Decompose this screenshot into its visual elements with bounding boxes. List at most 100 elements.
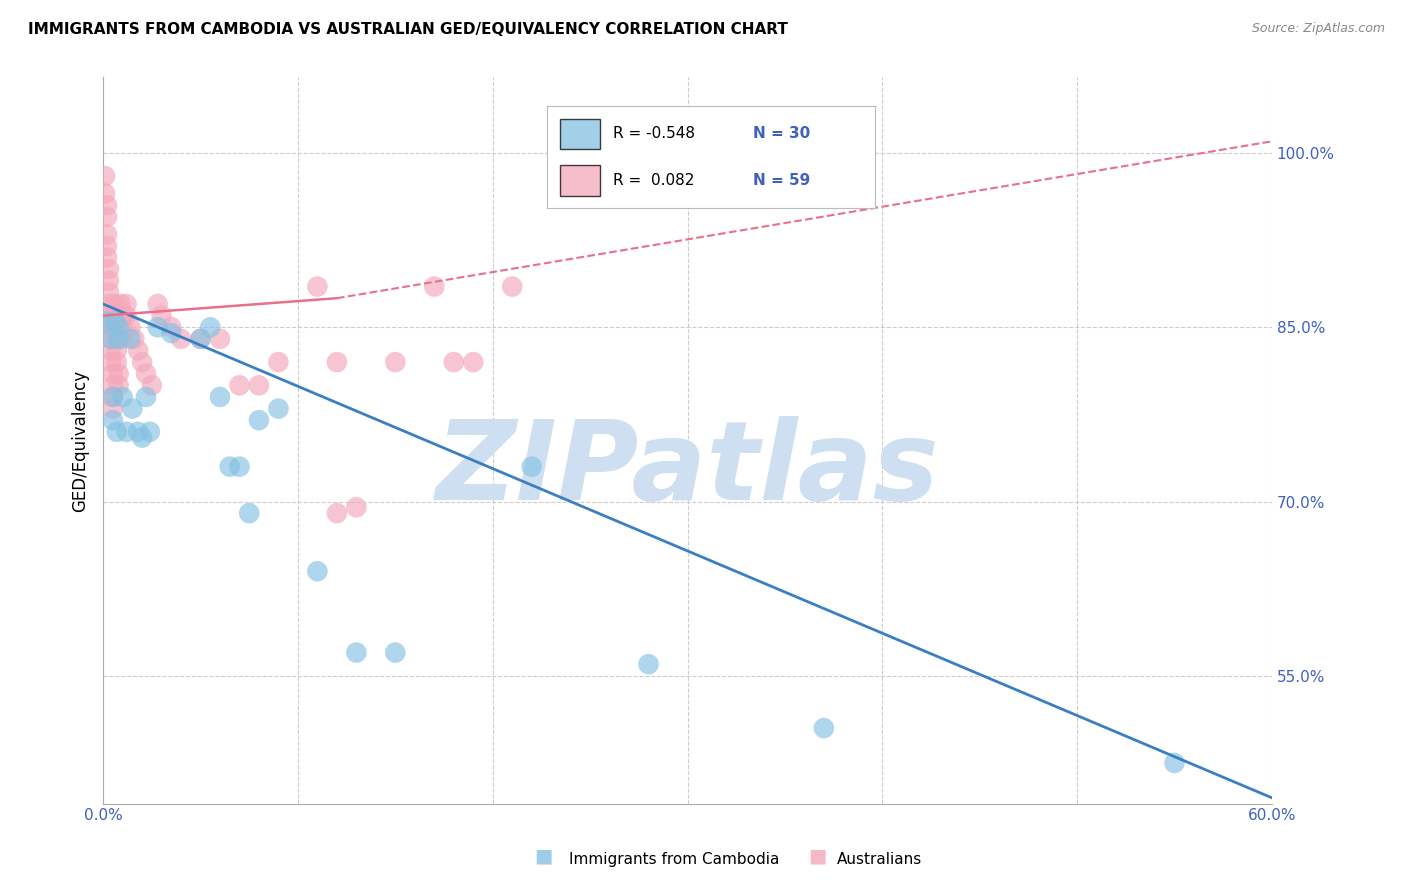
Point: [94, 169, 117, 184]
Point: [121, 401, 143, 416]
Point: [104, 309, 127, 323]
Point: [94, 186, 117, 201]
Point: [208, 390, 231, 404]
Point: [267, 355, 290, 369]
Point: [120, 320, 142, 334]
Point: [170, 332, 193, 346]
Point: [520, 459, 543, 474]
Point: [135, 367, 157, 381]
Point: [228, 378, 250, 392]
Point: [120, 332, 142, 346]
Point: [96, 251, 118, 265]
Point: [104, 314, 127, 328]
Point: [111, 309, 134, 323]
Point: [463, 355, 485, 369]
Point: [150, 309, 173, 323]
Point: [307, 564, 329, 578]
Point: [101, 401, 124, 416]
Point: [115, 297, 138, 311]
Point: [160, 326, 183, 340]
Point: [105, 355, 128, 369]
Point: [105, 425, 128, 439]
Point: [98, 297, 121, 311]
Point: [131, 431, 153, 445]
Point: [111, 320, 134, 334]
Point: [501, 279, 523, 293]
Point: [110, 297, 132, 311]
Text: ■: ■: [534, 847, 553, 865]
Point: [326, 355, 349, 369]
Point: [104, 297, 127, 311]
Point: [105, 343, 128, 358]
Point: [104, 320, 127, 334]
Point: [344, 500, 367, 515]
Point: [100, 332, 122, 346]
Point: [344, 646, 367, 660]
Point: [107, 320, 129, 334]
Text: ■: ■: [808, 847, 827, 865]
Point: [267, 401, 290, 416]
Point: [676, 134, 699, 148]
Point: [146, 320, 169, 334]
Point: [127, 343, 149, 358]
Text: Australians: Australians: [837, 852, 922, 867]
Point: [1163, 756, 1185, 770]
Point: [326, 506, 349, 520]
Point: [94, 314, 117, 328]
Point: [131, 355, 153, 369]
Point: [228, 459, 250, 474]
Point: [100, 332, 122, 346]
Point: [96, 210, 118, 224]
Point: [96, 227, 118, 242]
Text: Immigrants from Cambodia: Immigrants from Cambodia: [569, 852, 780, 867]
Point: [190, 332, 212, 346]
Point: [111, 332, 134, 346]
Point: [100, 320, 122, 334]
Point: [141, 378, 163, 392]
Point: [115, 425, 138, 439]
Point: [127, 425, 149, 439]
Point: [200, 320, 222, 334]
Point: [98, 309, 121, 323]
Point: [139, 425, 162, 439]
Point: [190, 332, 212, 346]
Point: [247, 378, 270, 392]
Point: [111, 390, 134, 404]
Point: [637, 657, 659, 672]
Text: Source: ZipAtlas.com: Source: ZipAtlas.com: [1251, 22, 1385, 36]
Point: [101, 378, 124, 392]
Point: [146, 297, 169, 311]
Point: [105, 332, 128, 346]
Point: [813, 721, 835, 735]
Point: [115, 309, 138, 323]
Point: [160, 320, 183, 334]
Point: [384, 355, 406, 369]
Point: [100, 343, 122, 358]
Text: ZIPatlas: ZIPatlas: [436, 416, 939, 523]
Point: [247, 413, 270, 427]
Point: [96, 239, 118, 253]
Point: [107, 332, 129, 346]
Point: [98, 274, 121, 288]
Text: IMMIGRANTS FROM CAMBODIA VS AUSTRALIAN GED/EQUIVALENCY CORRELATION CHART: IMMIGRANTS FROM CAMBODIA VS AUSTRALIAN G…: [28, 22, 787, 37]
Point: [384, 646, 406, 660]
Point: [135, 390, 157, 404]
Point: [101, 390, 124, 404]
Point: [101, 390, 124, 404]
Y-axis label: GED/Equivalency: GED/Equivalency: [72, 369, 89, 512]
Point: [218, 459, 240, 474]
Point: [96, 198, 118, 212]
Point: [107, 378, 129, 392]
Point: [307, 279, 329, 293]
Point: [124, 332, 146, 346]
Point: [101, 413, 124, 427]
Point: [208, 332, 231, 346]
Point: [238, 506, 260, 520]
Point: [100, 355, 122, 369]
Point: [101, 367, 124, 381]
Point: [98, 285, 121, 300]
Point: [423, 279, 446, 293]
Point: [443, 355, 465, 369]
Point: [107, 367, 129, 381]
Point: [98, 262, 121, 277]
